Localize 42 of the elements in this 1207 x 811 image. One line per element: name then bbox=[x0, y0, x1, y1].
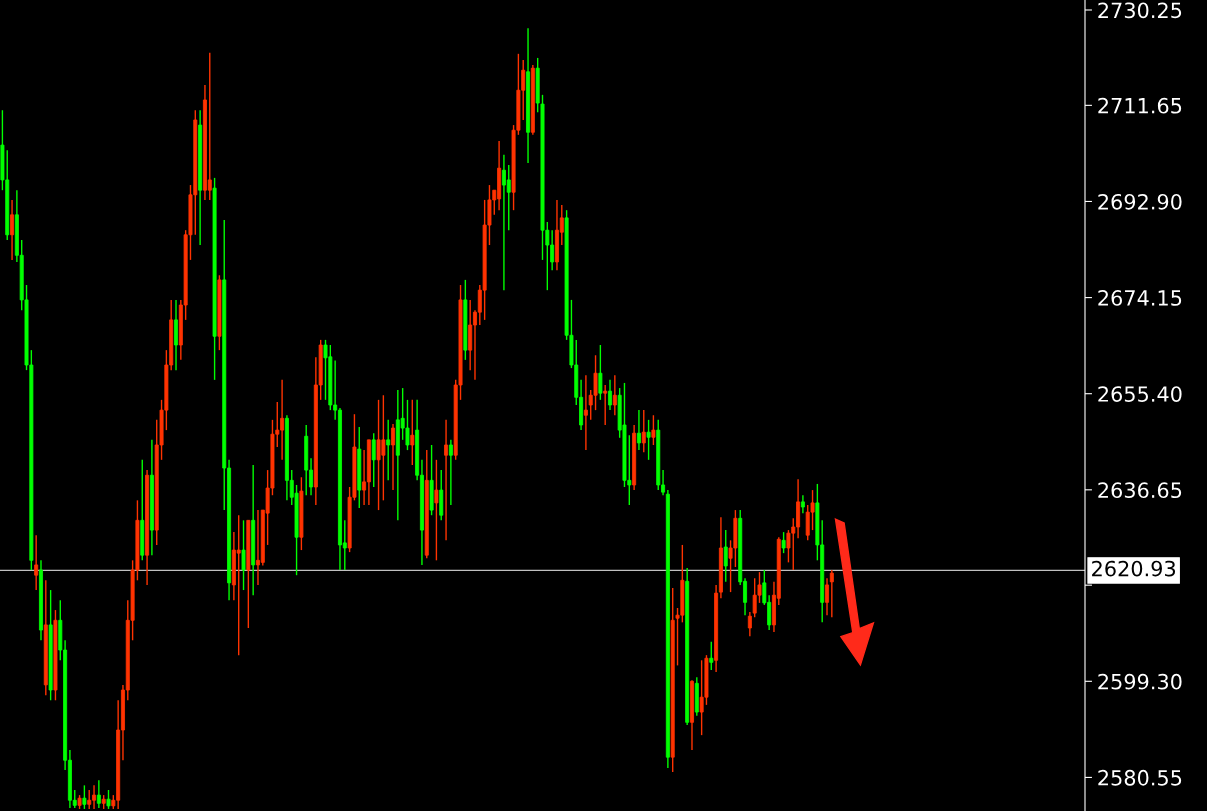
candlestick bbox=[87, 789, 92, 810]
candlestick bbox=[829, 569, 834, 618]
candlestick bbox=[781, 531, 786, 554]
candlestick bbox=[598, 344, 603, 401]
y-tick-label: 2730.25 bbox=[1098, 2, 1182, 19]
candlestick bbox=[410, 399, 415, 466]
candlestick bbox=[603, 384, 608, 426]
candlestick bbox=[391, 423, 395, 491]
y-tick-label: 2655.40 bbox=[1098, 386, 1182, 402]
candlestick bbox=[593, 354, 598, 411]
candlestick bbox=[34, 534, 39, 591]
candlestick bbox=[444, 419, 449, 542]
y-tick-label: 2599.30 bbox=[1098, 673, 1182, 690]
y-tick-label: 2711.65 bbox=[1098, 97, 1182, 114]
candlestick bbox=[583, 374, 588, 451]
candlestick bbox=[371, 432, 376, 488]
y-tick-label: 2692.90 bbox=[1098, 193, 1182, 210]
y-tick-label: 2580.55 bbox=[1098, 769, 1182, 786]
candlestick bbox=[386, 419, 391, 482]
candlestick bbox=[106, 789, 111, 810]
candlestick bbox=[641, 409, 646, 453]
candlestick bbox=[241, 519, 246, 591]
candlestick bbox=[612, 374, 617, 416]
candlestick bbox=[82, 784, 87, 810]
candlestick bbox=[506, 164, 511, 231]
candlestick bbox=[636, 409, 641, 451]
candlestick bbox=[207, 52, 212, 201]
candlestick bbox=[434, 459, 439, 562]
ref-line-label: 2620.93 bbox=[1092, 560, 1176, 577]
y-tick-label: 2674.15 bbox=[1098, 290, 1182, 306]
candlestick bbox=[608, 379, 612, 411]
candlestick bbox=[825, 577, 829, 616]
candlestick bbox=[96, 779, 101, 809]
candlestick bbox=[448, 439, 453, 506]
candlestick bbox=[646, 419, 651, 461]
candlestick bbox=[723, 529, 728, 583]
candlestick bbox=[236, 514, 241, 656]
candlestick bbox=[10, 199, 15, 261]
y-tick-label: 2636.65 bbox=[1098, 482, 1182, 499]
candlestick bbox=[651, 414, 656, 446]
candlestick bbox=[709, 641, 714, 671]
candlestick bbox=[786, 529, 791, 564]
